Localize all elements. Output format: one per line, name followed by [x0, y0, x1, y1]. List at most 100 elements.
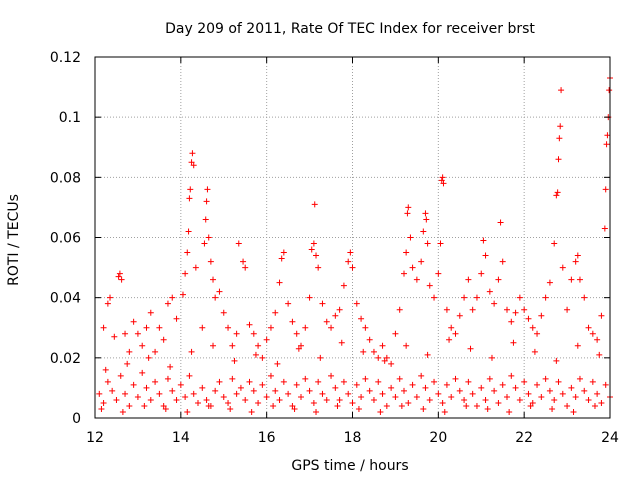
- data-point: [426, 282, 433, 289]
- tick-labels-layer: 12 14 16 18 20 22 24 0 0.02 0.04 0.06 0.08 0.1 0.12: [50, 50, 619, 446]
- data-point: [591, 402, 598, 409]
- data-point: [456, 387, 463, 394]
- data-point: [229, 375, 236, 382]
- data-point: [435, 270, 442, 277]
- data-point: [542, 294, 549, 301]
- data-point: [403, 342, 410, 349]
- data-point: [443, 381, 450, 388]
- data-point: [285, 390, 292, 397]
- data-point: [293, 330, 300, 337]
- data-point: [250, 330, 257, 337]
- data-point: [409, 381, 416, 388]
- data-point: [413, 276, 420, 283]
- data-point: [377, 408, 384, 415]
- y-tick-label: 0.04: [50, 291, 81, 307]
- data-point: [334, 402, 341, 409]
- data-point: [525, 390, 532, 397]
- data-point: [452, 330, 459, 337]
- data-point: [291, 405, 298, 412]
- data-point: [259, 381, 266, 388]
- data-point: [353, 381, 360, 388]
- data-point: [100, 399, 107, 406]
- data-point: [546, 279, 553, 286]
- data-point: [486, 375, 493, 382]
- data-point: [423, 216, 430, 223]
- y-tick-label: 0.08: [50, 170, 81, 186]
- data-point: [210, 342, 217, 349]
- data-point: [182, 270, 189, 277]
- data-point: [456, 312, 463, 319]
- data-point: [308, 246, 315, 253]
- data-point: [147, 396, 154, 403]
- data-point: [516, 294, 523, 301]
- data-point: [491, 300, 498, 307]
- data-point: [185, 228, 192, 235]
- data-point: [554, 189, 561, 196]
- data-point: [298, 393, 304, 400]
- data-point: [527, 402, 534, 409]
- data-point: [392, 393, 399, 400]
- data-point: [491, 387, 498, 394]
- y-tick-label: 0.12: [50, 50, 81, 66]
- data-point: [195, 399, 201, 406]
- data-point: [529, 399, 536, 406]
- data-point: [370, 348, 377, 355]
- data-point: [438, 177, 445, 184]
- data-point: [145, 354, 152, 361]
- data-point: [407, 234, 414, 241]
- data-point: [164, 375, 171, 382]
- data-point: [293, 381, 300, 388]
- data-point: [504, 393, 510, 400]
- data-point: [388, 384, 395, 391]
- data-point: [306, 294, 313, 301]
- data-point: [139, 342, 146, 349]
- data-point: [581, 294, 588, 301]
- data-point: [424, 240, 431, 247]
- data-point: [186, 372, 193, 379]
- data-point: [556, 135, 563, 142]
- data-point: [602, 381, 609, 388]
- data-point: [598, 312, 605, 319]
- data-point: [263, 336, 270, 343]
- data-point: [529, 324, 536, 331]
- data-point: [392, 330, 399, 337]
- data-point: [366, 387, 373, 394]
- data-point: [190, 162, 197, 169]
- data-point: [602, 186, 609, 193]
- data-point: [347, 249, 354, 256]
- data-point: [169, 294, 176, 301]
- data-point: [340, 378, 347, 385]
- data-point: [486, 288, 493, 295]
- data-point: [202, 216, 209, 223]
- data-point: [553, 192, 560, 199]
- data-point: [207, 258, 214, 265]
- data-point: [564, 306, 571, 313]
- data-point: [118, 276, 125, 283]
- data-point: [336, 306, 343, 313]
- data-point: [104, 378, 111, 385]
- data-point: [169, 387, 176, 394]
- data-point: [360, 348, 367, 355]
- data-point: [538, 312, 545, 319]
- data-point: [499, 258, 506, 265]
- data-point: [332, 384, 339, 391]
- data-point: [107, 294, 114, 301]
- data-point: [383, 354, 390, 361]
- data-point: [315, 378, 322, 385]
- data-point: [126, 402, 133, 409]
- data-point: [152, 378, 159, 385]
- data-point: [422, 210, 429, 217]
- data-point: [98, 405, 105, 412]
- data-point: [272, 387, 279, 394]
- data-point: [473, 402, 480, 409]
- data-point: [396, 306, 403, 313]
- data-point: [585, 324, 592, 331]
- data-point: [431, 378, 438, 385]
- data-point: [370, 396, 377, 403]
- data-point: [585, 396, 592, 403]
- data-point: [289, 402, 296, 409]
- data-point: [115, 273, 122, 280]
- data-point: [422, 384, 429, 391]
